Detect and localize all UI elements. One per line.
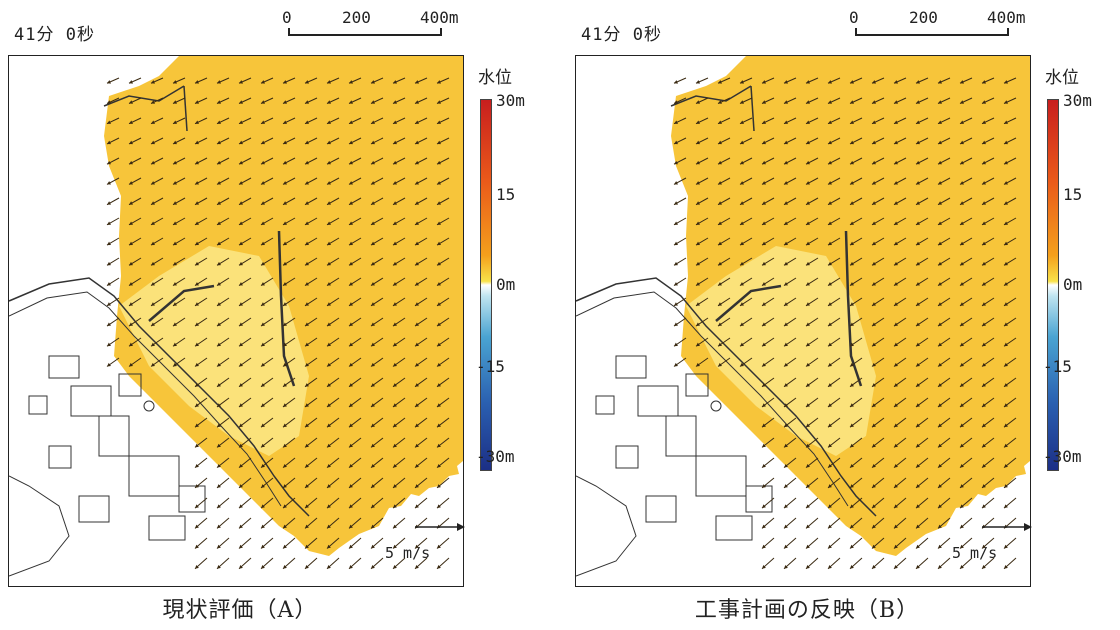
scale-label-200: 200 [909, 8, 938, 27]
legend-tick-minus15: -15 [1043, 357, 1072, 376]
water-level-legend: 水位 30m 15 0m -15 -30m [474, 63, 554, 483]
inundation-map [8, 55, 464, 587]
velocity-legend: 5 m/s [385, 520, 465, 580]
legend-title: 水位 [478, 68, 512, 88]
scale-label-0: 0 [849, 8, 859, 27]
legend-tick-0m: 0m [496, 275, 516, 294]
velocity-arrow-icon [982, 523, 1032, 531]
land-structures [9, 85, 310, 577]
water-level-legend: 水位 30m 15 0m -15 -30m [1041, 63, 1120, 483]
legend-tick-minus30m: -30m [476, 447, 515, 466]
panel-b: 41分 0秒 0 200 400m 水位 30m 15 0m -15 -30m … [567, 0, 1117, 630]
velocity-arrows [673, 77, 1017, 570]
legend-tick-0m: 0m [1063, 275, 1083, 294]
legend-title: 水位 [1045, 68, 1079, 88]
time-label: 41分 0秒 [581, 25, 662, 45]
velocity-arrows [106, 77, 450, 570]
harbor-area [686, 246, 876, 456]
scale-bar: 0 200 400m [280, 8, 460, 48]
velocity-arrow-icon [415, 523, 465, 531]
legend-tick-minus30m: -30m [1043, 447, 1082, 466]
legend-tick-minus15: -15 [476, 357, 505, 376]
time-label: 41分 0秒 [14, 25, 95, 45]
scale-label-400m: 400m [987, 8, 1026, 27]
color-bar [1047, 99, 1059, 471]
caption: 工事計画の反映（B） [694, 598, 920, 623]
legend-tick-15: 15 [496, 185, 516, 204]
scale-bar: 0 200 400m [847, 8, 1027, 48]
land-structures [576, 85, 877, 577]
legend-tick-30m: 30m [496, 91, 525, 110]
panel-a: 41分 0秒 0 200 400m 水位 30m 15 0m -15 -30m … [0, 0, 550, 630]
scale-label-200: 200 [342, 8, 371, 27]
inundation-map [575, 55, 1031, 587]
velocity-legend: 5 m/s [952, 520, 1032, 580]
velocity-label: 5 m/s [952, 544, 998, 562]
legend-tick-15: 15 [1063, 185, 1083, 204]
scale-label-400m: 400m [420, 8, 459, 27]
scale-label-0: 0 [282, 8, 292, 27]
legend-tick-30m: 30m [1063, 91, 1092, 110]
caption: 現状評価（A） [162, 598, 318, 623]
color-bar [480, 99, 492, 471]
harbor-area [119, 246, 309, 456]
velocity-label: 5 m/s [385, 544, 431, 562]
